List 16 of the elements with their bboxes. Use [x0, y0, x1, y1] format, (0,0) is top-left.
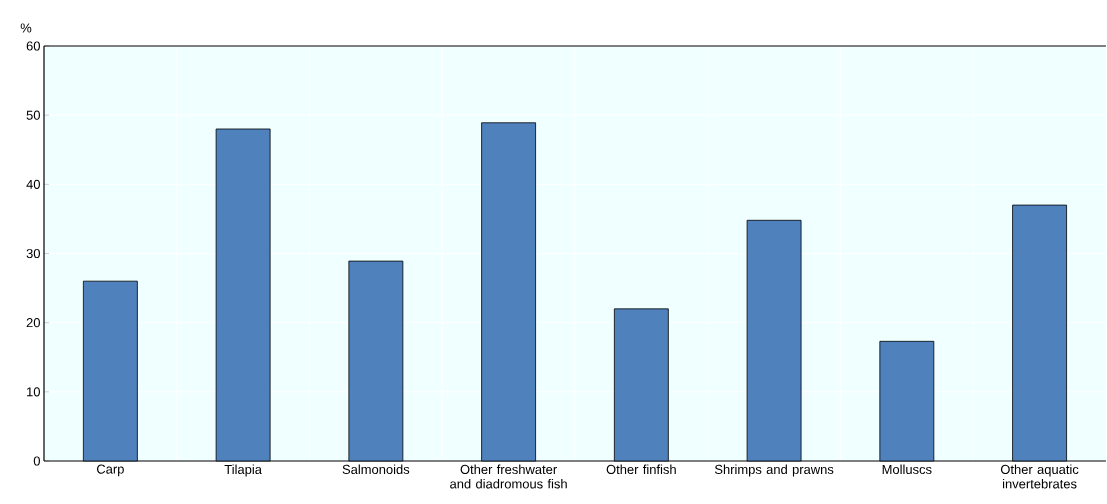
y-tick-label: 50 [26, 110, 40, 120]
y-tick-label: 60 [26, 41, 40, 51]
y-tick-label: 10 [27, 387, 40, 397]
x-tick-label: Tilapia [224, 464, 262, 477]
x-tick-label: Carp [96, 464, 124, 477]
x-tick-label: Other freshwater and diadromous fish [450, 464, 567, 489]
y-tick-label: 30 [26, 248, 40, 259]
x-tick-label: Salmonoids [342, 464, 410, 475]
y-tick-label: 20 [26, 318, 40, 328]
y-tick-label: 40 [26, 179, 40, 189]
x-tick-label: Shrimps and prawns [714, 464, 834, 477]
y-tick-label: 0 [33, 456, 40, 466]
x-tick-label: Other finfish [606, 464, 676, 475]
x-tick-label: Other aquatic invertebrates [1000, 464, 1079, 489]
y-axis-title: % [20, 23, 32, 33]
x-tick-label: Molluscs [882, 464, 932, 475]
